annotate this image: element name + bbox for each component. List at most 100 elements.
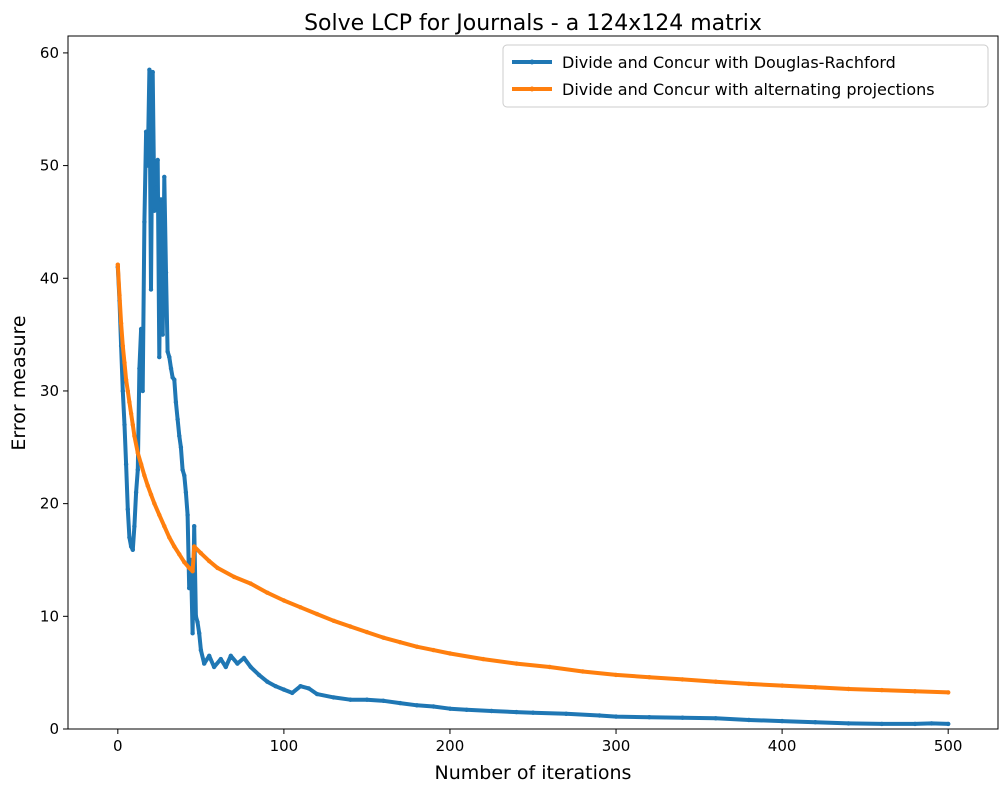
series-0-point-26 <box>158 197 164 202</box>
series-0-point-80 <box>564 711 569 716</box>
series-1-point-16 <box>152 501 157 506</box>
series-0-point-19 <box>147 67 152 73</box>
series-0-point-10 <box>132 524 137 529</box>
series-1-point-39 <box>397 640 403 645</box>
series-1-point-20 <box>172 544 177 549</box>
legend-box <box>502 44 989 108</box>
series-1-point-11 <box>135 450 140 456</box>
series-0-point-48 <box>195 619 200 625</box>
series-1-point-45 <box>547 664 552 670</box>
series-1-point-12 <box>138 462 144 467</box>
series-0-point-47 <box>193 614 199 619</box>
series-0-point-89 <box>846 721 851 726</box>
series-1-point-15 <box>148 492 154 497</box>
series-0-point-74 <box>431 704 436 709</box>
series-0-point-76 <box>464 707 469 712</box>
series-1-point-35 <box>331 618 336 623</box>
series-1-point-8 <box>128 411 134 416</box>
series-1-point-31 <box>265 590 270 595</box>
series-0-point-37 <box>177 433 182 439</box>
series-1-point-56 <box>912 689 918 694</box>
legend-label-0: Divide and Concur with Douglas-Rachford <box>562 53 896 72</box>
series-0-point-66 <box>306 686 311 691</box>
series-0-point-68 <box>331 695 336 700</box>
series-0-point-31 <box>167 354 172 360</box>
series-0-point-81 <box>597 713 602 718</box>
series-1-point-50 <box>713 679 718 684</box>
series-1-point-30 <box>248 581 253 586</box>
series-0-point-39 <box>180 467 185 472</box>
series-0-point-9 <box>130 547 135 552</box>
series-1-point-13 <box>142 473 147 478</box>
series-1-point-29 <box>231 574 237 580</box>
series-1-point-4 <box>122 360 127 365</box>
series-0-point-34 <box>172 377 177 382</box>
series-1-point-26 <box>198 551 204 556</box>
legend-marker-1 <box>529 86 535 92</box>
series-0-point-65 <box>298 684 303 689</box>
series-0-point-88 <box>813 720 818 725</box>
x-tick-label-2: 200 <box>436 737 465 755</box>
series-0-point-25 <box>157 354 162 360</box>
series-0-point-63 <box>281 687 287 692</box>
series-0-point-54 <box>218 656 223 662</box>
series-1-point-27 <box>207 558 212 564</box>
series-1-point-5 <box>123 377 129 382</box>
plot-frame <box>67 35 999 730</box>
y-tick-label-1: 10 <box>40 607 59 625</box>
series-1-point-55 <box>879 687 884 693</box>
series-1-point-23 <box>187 565 192 571</box>
series-1-point-37 <box>364 629 370 635</box>
series-0-point-49 <box>197 631 202 636</box>
series-1-point-28 <box>215 565 220 571</box>
series-0-point-18 <box>145 163 150 168</box>
series-0-point-8 <box>128 544 134 549</box>
series-1-point-38 <box>381 635 386 640</box>
legend-marker-0 <box>529 59 535 65</box>
series-1-point-44 <box>514 661 519 666</box>
series-1-point-32 <box>281 598 287 603</box>
series-0-point-42 <box>185 512 190 518</box>
series-1-point-3 <box>120 343 126 349</box>
series-0-point-7 <box>127 535 132 540</box>
series-0-point-60 <box>256 672 262 678</box>
series-0-point-90 <box>879 721 884 727</box>
series-1-point-21 <box>177 552 182 557</box>
series-0-point-13 <box>137 366 142 371</box>
series-0-point-92 <box>929 721 934 726</box>
series-0-point-38 <box>178 445 184 450</box>
series-0-point-16 <box>142 219 147 225</box>
series-0-point-75 <box>447 706 453 711</box>
y-axis-label: Error measure <box>8 315 30 450</box>
series-1-point-51 <box>746 681 752 687</box>
plot-area <box>115 67 951 727</box>
y-tick-label-0: 0 <box>49 720 59 738</box>
series-1-point-48 <box>647 675 652 680</box>
series-1-point-14 <box>145 483 150 488</box>
x-axis-label: Number of iterations <box>435 762 632 784</box>
series-0-point-87 <box>779 718 785 724</box>
series-1-point-19 <box>167 535 172 540</box>
series-0-point-53 <box>211 664 217 670</box>
series-0-point-11 <box>133 490 139 495</box>
series-0-point-43 <box>187 585 192 591</box>
series-0-point-23 <box>153 185 159 191</box>
series-1-point-54 <box>846 686 851 692</box>
series-0-point-4 <box>122 422 127 427</box>
series-1-point-40 <box>414 644 419 649</box>
legend: Divide and Concur with Douglas-Rachford D… <box>502 44 989 108</box>
y-tick-label-5: 50 <box>40 157 59 175</box>
series-0-point-40 <box>182 473 187 478</box>
series-line-0 <box>115 67 951 726</box>
series-1-point-52 <box>779 683 785 688</box>
series-0-point-84 <box>680 715 685 720</box>
x-tick-label-3: 300 <box>602 737 631 755</box>
series-0-point-41 <box>183 490 189 495</box>
series-0-point-71 <box>381 698 386 703</box>
series-0-point-50 <box>198 647 204 653</box>
series-1-point-34 <box>314 611 320 617</box>
series-0-point-56 <box>228 653 233 658</box>
series-0-point-36 <box>175 416 180 422</box>
series-0-point-6 <box>125 507 130 512</box>
